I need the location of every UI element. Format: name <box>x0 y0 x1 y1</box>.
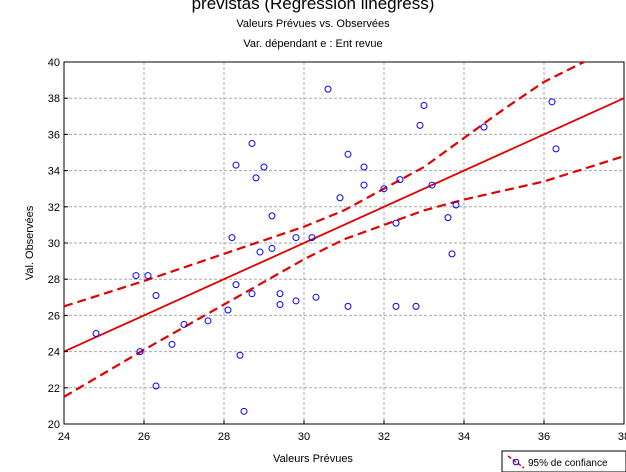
data-point <box>132 272 140 280</box>
legend-line-swatch <box>507 455 525 469</box>
data-point <box>360 181 368 189</box>
data-point <box>276 290 284 298</box>
data-point <box>204 317 212 325</box>
y-tick-label: 20 <box>48 419 60 431</box>
data-point <box>392 219 400 227</box>
data-point <box>260 163 268 171</box>
data-point <box>452 201 460 209</box>
data-point <box>396 176 404 184</box>
y-tick-label: 34 <box>48 166 60 178</box>
x-tick-label: 30 <box>298 431 310 443</box>
data-point <box>292 234 300 242</box>
y-tick-label: 38 <box>48 93 60 105</box>
chart-subtitle: Var. dépendant e : Ent revue <box>243 38 382 50</box>
y-tick-label: 24 <box>48 347 60 359</box>
data-point <box>444 214 452 222</box>
header-fragment: previstas (Regression linegress) <box>192 0 435 13</box>
x-tick-label: 28 <box>218 431 230 443</box>
data-point <box>552 145 560 153</box>
data-point <box>224 306 232 314</box>
y-tick-label: 36 <box>48 129 60 141</box>
data-point <box>416 121 424 129</box>
legend: 95% de confiance <box>501 450 626 472</box>
fit-line <box>63 97 625 353</box>
data-point <box>248 290 256 298</box>
x-tick-label: 24 <box>58 431 70 443</box>
y-tick-label: 32 <box>48 202 60 214</box>
y-tick-label: 26 <box>48 310 60 322</box>
legend-point-swatch <box>512 458 520 466</box>
data-point <box>228 234 236 242</box>
y-axis-ticks: 20 22 24 26 28 30 32 34 36 38 40 <box>48 57 68 431</box>
data-point <box>268 212 276 220</box>
data-point <box>448 250 456 258</box>
x-tick-label: 26 <box>138 431 150 443</box>
x-axis-ticks: 24 26 28 30 32 34 36 38 <box>58 420 626 443</box>
y-tick-label: 40 <box>48 57 60 69</box>
data-point <box>324 85 332 93</box>
confidence-lower-line <box>63 155 625 398</box>
data-point <box>152 382 160 390</box>
y-tick-label: 30 <box>48 238 60 250</box>
data-point <box>92 330 100 337</box>
data-point <box>312 293 320 301</box>
x-tick-label: 36 <box>538 431 550 443</box>
data-point <box>336 194 344 202</box>
data-points <box>92 85 560 415</box>
x-tick-label: 38 <box>618 431 626 443</box>
data-point <box>252 174 260 182</box>
data-point <box>344 150 352 158</box>
data-point <box>420 101 428 109</box>
data-point <box>268 244 276 252</box>
data-point <box>144 272 152 280</box>
data-point <box>276 301 284 309</box>
data-point <box>136 348 144 356</box>
data-point <box>240 407 248 415</box>
data-point <box>412 302 420 310</box>
data-point <box>344 302 352 310</box>
data-point <box>392 302 400 310</box>
x-axis-label: Valeurs Prévues <box>273 453 353 465</box>
data-point <box>256 248 264 256</box>
regression-line <box>63 97 625 353</box>
y-tick-label: 28 <box>48 274 60 286</box>
data-point <box>152 291 160 299</box>
confidence-band <box>63 61 625 398</box>
data-point <box>232 281 240 289</box>
x-tick-label: 34 <box>458 431 470 443</box>
data-point <box>380 185 388 193</box>
x-tick-label: 32 <box>378 431 390 443</box>
chart-title: Valeurs Prévues vs. Observées <box>236 18 390 30</box>
data-point <box>232 161 240 169</box>
confidence-upper-line <box>63 61 585 308</box>
data-point <box>292 297 300 305</box>
data-point <box>428 181 436 189</box>
y-tick-label: 22 <box>48 383 60 395</box>
data-point <box>180 320 188 328</box>
y-axis-label: Val. Observées <box>24 205 36 280</box>
grid <box>64 62 624 424</box>
legend-label: 95% de confiance <box>528 458 608 469</box>
data-point <box>248 139 256 147</box>
legend-box <box>501 450 626 472</box>
data-point <box>236 351 244 359</box>
data-point <box>480 123 488 131</box>
data-point <box>360 163 368 171</box>
data-point <box>548 98 556 106</box>
data-point <box>168 340 176 348</box>
data-point <box>308 234 316 242</box>
